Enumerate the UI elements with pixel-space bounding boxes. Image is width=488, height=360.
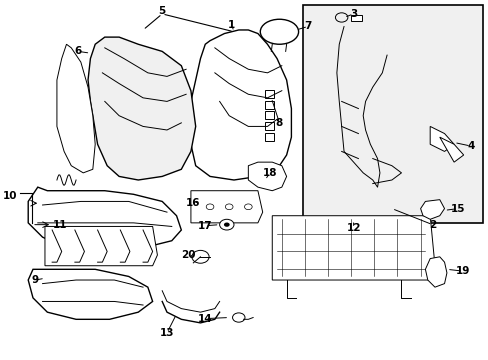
- Text: 19: 19: [455, 266, 469, 276]
- Text: 10: 10: [3, 191, 18, 201]
- Polygon shape: [425, 257, 446, 287]
- Text: 16: 16: [185, 198, 200, 208]
- Bar: [264, 111, 273, 119]
- Bar: [264, 101, 273, 109]
- Text: 4: 4: [466, 141, 473, 151]
- Circle shape: [232, 313, 244, 322]
- Text: 12: 12: [346, 223, 360, 233]
- Text: 3: 3: [349, 9, 357, 19]
- Text: 7: 7: [304, 21, 311, 31]
- Polygon shape: [190, 30, 291, 180]
- Circle shape: [191, 250, 209, 263]
- Text: 15: 15: [450, 203, 464, 213]
- Text: 9: 9: [32, 275, 39, 285]
- Text: 18: 18: [262, 168, 277, 178]
- Text: 1: 1: [227, 19, 235, 30]
- Polygon shape: [429, 126, 453, 152]
- Text: 11: 11: [53, 220, 67, 230]
- Bar: [303, 5, 482, 223]
- Polygon shape: [57, 44, 95, 173]
- Text: 14: 14: [198, 314, 212, 324]
- Bar: [264, 122, 273, 130]
- Text: 5: 5: [158, 6, 165, 17]
- Polygon shape: [420, 200, 444, 219]
- Text: 6: 6: [75, 46, 82, 57]
- Circle shape: [224, 222, 229, 227]
- Polygon shape: [248, 162, 286, 191]
- Text: 20: 20: [181, 250, 195, 260]
- Text: 17: 17: [198, 221, 212, 231]
- Ellipse shape: [260, 19, 298, 44]
- Polygon shape: [272, 216, 434, 280]
- Bar: [264, 133, 273, 141]
- Text: 2: 2: [428, 220, 435, 230]
- Polygon shape: [28, 269, 152, 319]
- Bar: [350, 15, 361, 21]
- Polygon shape: [439, 137, 463, 162]
- Text: 8: 8: [275, 118, 283, 128]
- Polygon shape: [45, 226, 157, 266]
- Polygon shape: [28, 187, 181, 251]
- Polygon shape: [190, 191, 262, 223]
- Bar: [264, 90, 273, 98]
- Circle shape: [219, 219, 233, 230]
- Polygon shape: [88, 37, 195, 180]
- Text: 13: 13: [160, 328, 174, 338]
